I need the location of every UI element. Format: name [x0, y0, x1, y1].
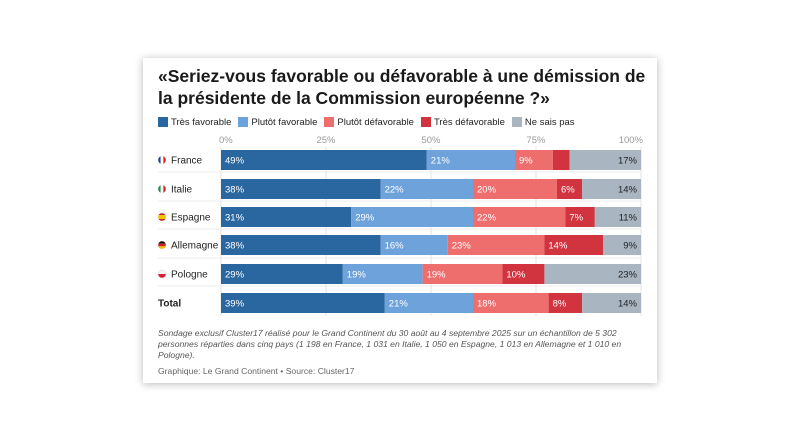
- chart-title: «Seriez-vous favorable ou défavorable à …: [158, 66, 646, 108]
- bar-segment: [473, 179, 557, 199]
- data-label: 14%: [618, 299, 638, 310]
- data-label: 20%: [477, 185, 497, 196]
- data-label: 14%: [548, 241, 568, 252]
- bar-segment: [221, 264, 343, 284]
- bar-segment: [515, 150, 553, 170]
- x-tick-label: 100%: [619, 135, 644, 146]
- data-label: 7%: [569, 213, 583, 224]
- bar-segment: [384, 293, 473, 313]
- bar-segment: [594, 207, 641, 227]
- data-label: 31%: [225, 213, 245, 224]
- bar-segment: [473, 293, 549, 313]
- bar-segment: [569, 150, 641, 170]
- data-label: 49%: [225, 156, 245, 167]
- bar-segment: [221, 150, 427, 170]
- legend-label: Ne sais pas: [524, 116, 575, 128]
- poland-flag: [157, 269, 167, 279]
- bar-segment: [221, 235, 381, 255]
- footnote: Sondage exclusif Cluster17 réalisé pour …: [158, 328, 622, 360]
- france-flag: [157, 155, 167, 165]
- bar-segment: [582, 293, 641, 313]
- germany-flag: [157, 240, 167, 250]
- legend-label: Plutôt favorable: [251, 116, 318, 128]
- data-label: 21%: [389, 299, 409, 310]
- bar-segment: [552, 150, 570, 170]
- legend-label: Très favorable: [171, 116, 232, 128]
- bar-segment: [557, 179, 583, 199]
- bar-segment: [565, 207, 595, 227]
- legend-label: Très défavorable: [433, 116, 505, 128]
- bar-segment: [582, 179, 641, 199]
- bar-segment: [221, 207, 352, 227]
- data-label: 29%: [225, 270, 245, 281]
- legend-item-plutot-defavorable: Plutôt défavorable: [324, 117, 414, 128]
- x-tick-label: 50%: [421, 135, 441, 146]
- data-label: 23%: [452, 241, 472, 252]
- row-label: Espagne: [171, 213, 211, 224]
- legend-swatch: [238, 117, 249, 127]
- bar-segment: [544, 235, 604, 255]
- legend-item-ne-sais-pas: Ne sais pas: [511, 116, 575, 128]
- legend-swatch: [511, 117, 522, 127]
- data-label: 17%: [618, 156, 638, 167]
- data-label: 11%: [619, 213, 638, 224]
- row-label: Total: [158, 299, 181, 310]
- data-label: 22%: [385, 185, 405, 196]
- italy-flag: [157, 184, 167, 194]
- data-label: 23%: [618, 270, 638, 281]
- source-credit: Graphique: Le Grand Continent • Source: …: [158, 366, 355, 376]
- data-label: 29%: [355, 213, 375, 224]
- data-label: 38%: [225, 185, 245, 196]
- row-label: Pologne: [171, 270, 208, 281]
- bar-segment: [447, 235, 545, 255]
- row-label: Italie: [171, 185, 193, 196]
- data-label: 22%: [477, 213, 497, 224]
- bar-segment: [221, 179, 381, 199]
- data-label: 19%: [347, 270, 367, 281]
- data-label: 10%: [506, 270, 526, 281]
- data-label: 21%: [431, 156, 451, 167]
- bar-segment: [603, 235, 641, 255]
- legend-swatch: [420, 117, 431, 127]
- legend-item-tres-defavorable: Très défavorable: [420, 116, 505, 128]
- data-label: 19%: [427, 270, 447, 281]
- x-tick-label: 0%: [219, 135, 233, 146]
- data-label: 39%: [225, 299, 245, 310]
- data-label: 14%: [618, 185, 638, 196]
- bar-segment: [502, 264, 545, 284]
- bar-segment: [422, 264, 503, 284]
- bar-segment: [221, 293, 385, 313]
- data-label: 9%: [623, 241, 637, 252]
- x-tick-label: 75%: [526, 135, 546, 146]
- data-label: 9%: [519, 156, 533, 167]
- bar-segment: [473, 207, 566, 227]
- bar-segment: [380, 179, 473, 199]
- data-label: 16%: [385, 241, 405, 252]
- legend-swatch: [158, 117, 168, 127]
- legend: Très favorable Plutôt favorable Plutôt d…: [158, 116, 582, 128]
- legend-item-tres-favorable: Très favorable: [158, 117, 231, 128]
- legend-label: Plutôt défavorable: [337, 116, 414, 128]
- legend-swatch: [324, 117, 335, 127]
- bar-segment: [548, 293, 583, 313]
- row-label: Allemagne: [171, 241, 219, 252]
- spain-flag: [157, 212, 167, 222]
- x-tick-label: 25%: [316, 135, 336, 146]
- data-label: 18%: [477, 299, 497, 310]
- bar-segment: [426, 150, 515, 170]
- row-label: France: [171, 156, 203, 167]
- data-label: 6%: [561, 185, 575, 196]
- legend-item-plutot-favorable: Plutôt favorable: [238, 117, 317, 128]
- bar-segment: [380, 235, 448, 255]
- bar-segment: [351, 207, 473, 227]
- data-label: 38%: [225, 241, 245, 252]
- data-label: 8%: [553, 299, 567, 310]
- bar-segment: [342, 264, 423, 284]
- bar-segment: [544, 264, 641, 284]
